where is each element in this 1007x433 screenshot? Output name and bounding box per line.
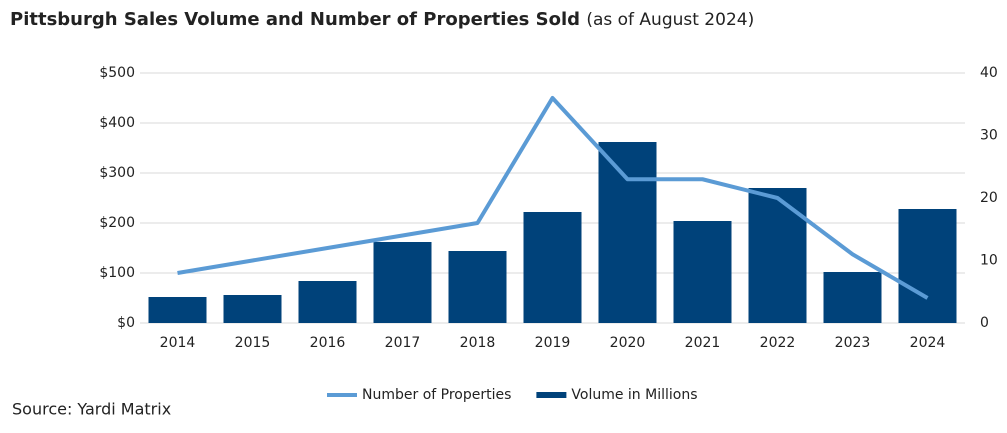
x-tick-label: 2022 — [760, 335, 796, 351]
bar — [673, 221, 732, 323]
x-tick-label: 2014 — [160, 335, 196, 351]
legend-swatch — [536, 392, 567, 398]
x-tick-label: 2016 — [310, 335, 346, 351]
y2-tick-label: 0 — [980, 315, 989, 331]
bar — [298, 281, 357, 323]
title: Pittsburgh Sales Volume and Number of Pr… — [10, 9, 580, 30]
x-tick-label: 2018 — [460, 335, 496, 351]
x-tick-label: 2020 — [610, 335, 646, 351]
bar — [223, 295, 282, 323]
x-tick-label: 2021 — [685, 335, 721, 351]
x-tick-label: 2024 — [910, 335, 946, 351]
y-tick-label: $500 — [99, 65, 135, 81]
bar — [148, 297, 207, 323]
x-tick-label: 2023 — [835, 335, 871, 351]
subtitle: (as of August 2024) — [586, 10, 754, 30]
source: Source: Yardi Matrix — [12, 400, 171, 419]
y2-tick-label: 30 — [980, 128, 998, 144]
y-tick-label: $0 — [117, 315, 135, 331]
y2-tick-label: 40 — [980, 65, 998, 81]
y-tick-label: $200 — [99, 215, 135, 231]
bar — [523, 212, 582, 323]
x-tick-label: 2017 — [385, 335, 421, 351]
y-tick-label: $400 — [99, 115, 135, 131]
chart-title: Pittsburgh Sales Volume and Number of Pr… — [10, 9, 754, 30]
legend-label: Number of Properties — [362, 387, 511, 403]
bar — [823, 272, 882, 323]
x-tick-label: 2019 — [535, 335, 571, 351]
legend-label: Volume in Millions — [571, 387, 697, 403]
bar — [448, 251, 507, 323]
y2-tick-label: 20 — [980, 190, 998, 206]
bar — [373, 242, 432, 323]
y-tick-label: $300 — [99, 165, 135, 181]
y2-tick-label: 10 — [980, 253, 998, 269]
line — [177, 96, 929, 300]
bar — [598, 142, 657, 323]
bar — [748, 188, 807, 323]
x-tick-label: 2015 — [235, 335, 271, 351]
y-tick-label: $100 — [99, 265, 135, 281]
bar — [898, 209, 957, 323]
